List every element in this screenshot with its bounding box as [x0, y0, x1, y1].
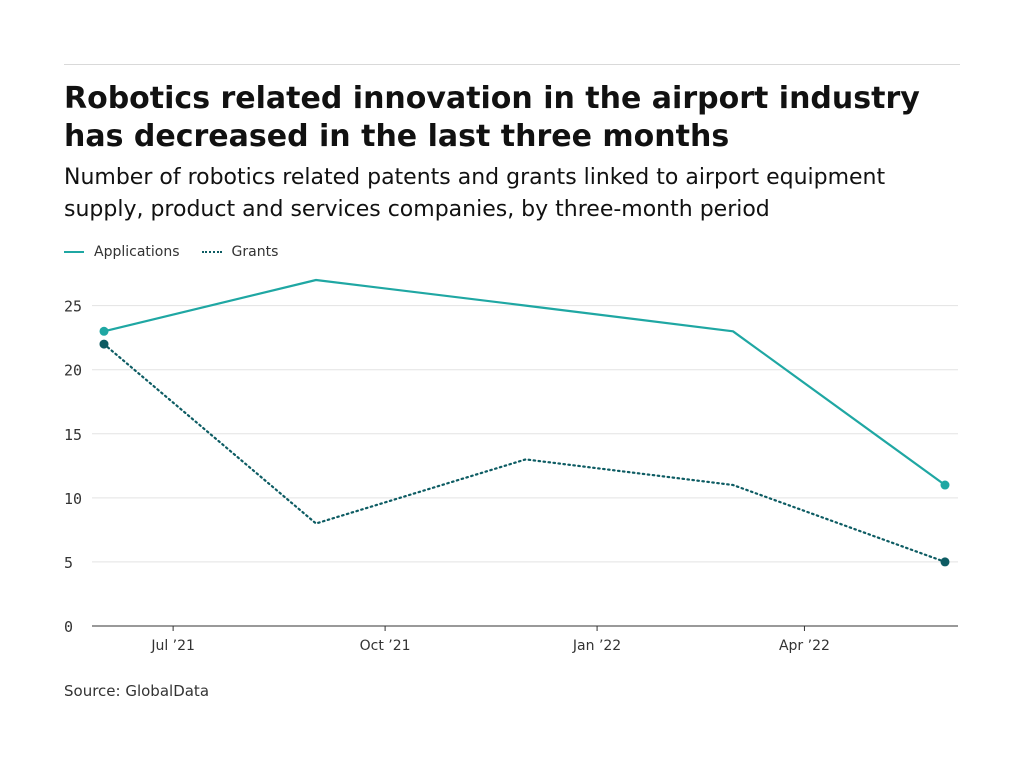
source-note: Source: GlobalData [64, 682, 210, 700]
y-tick-label: 25 [64, 298, 82, 316]
y-tick-label: 5 [64, 554, 73, 572]
top-divider [64, 64, 960, 65]
data-point-grants[interactable] [99, 339, 109, 349]
x-tick-label: Apr ’22 [779, 638, 830, 654]
legend: Applications Grants [64, 241, 300, 263]
x-tick-label: Oct ’21 [360, 638, 411, 654]
chart-title: Robotics related innovation in the airpo… [64, 81, 920, 154]
legend-label-grants: Grants [231, 244, 279, 260]
y-tick-label: 0 [64, 618, 73, 636]
legend-swatch-applications [64, 251, 84, 253]
x-tick-label: Jul ’21 [150, 638, 195, 654]
series-line-grants [102, 343, 947, 563]
y-tick-label: 20 [64, 362, 82, 380]
legend-label-applications: Applications [94, 244, 180, 260]
data-point-applications[interactable] [99, 326, 109, 336]
legend-item-grants[interactable]: Grants [201, 244, 279, 260]
data-point-grants[interactable] [940, 557, 950, 567]
series-line-applications [103, 278, 946, 486]
y-tick-label: 15 [64, 426, 82, 444]
chart-subtitle: Number of robotics related patents and g… [64, 165, 886, 222]
legend-item-applications[interactable]: Applications [64, 244, 180, 260]
data-point-applications[interactable] [940, 480, 950, 490]
y-tick-label: 10 [64, 490, 82, 508]
legend-swatch-grants [201, 251, 222, 253]
x-tick-label: Jan ’22 [572, 638, 621, 654]
